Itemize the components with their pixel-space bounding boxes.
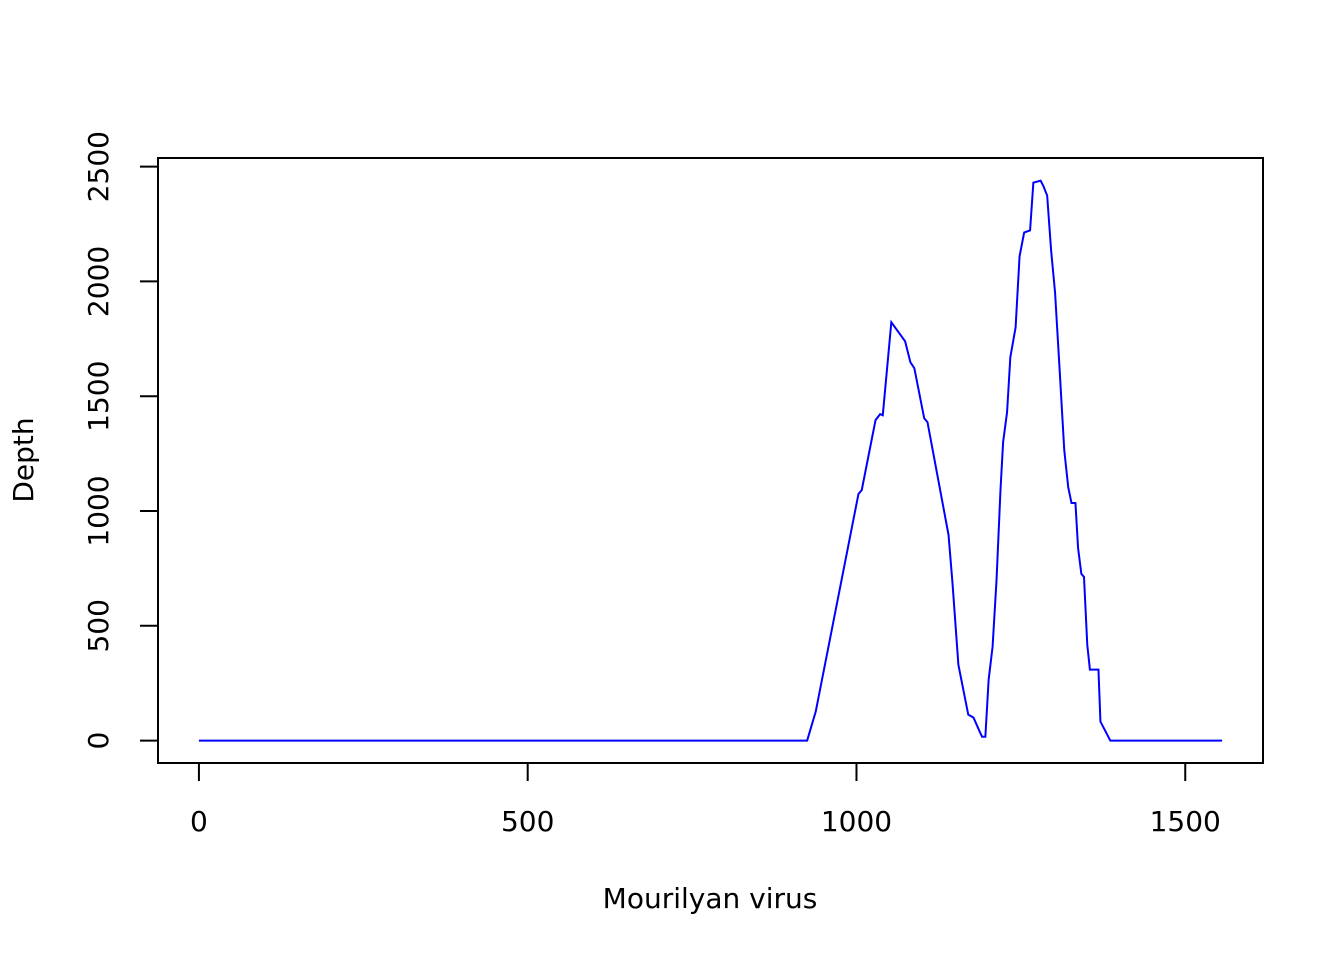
y-tick-label: 2000 <box>82 246 115 317</box>
y-tick-label: 1000 <box>82 475 115 546</box>
y-tick-label: 500 <box>82 599 115 652</box>
y-tick-label: 0 <box>82 732 115 750</box>
plot-frame <box>157 157 1264 764</box>
x-tick-label: 500 <box>501 805 554 838</box>
x-tick-label: 0 <box>190 805 208 838</box>
y-tick-label: 2500 <box>82 131 115 202</box>
x-tick-label: 1500 <box>1150 805 1221 838</box>
x-tick-label: 1000 <box>821 805 892 838</box>
y-tick-label: 1500 <box>82 361 115 432</box>
x-axis-label: Mourilyan virus <box>603 882 818 915</box>
data-line <box>198 179 1223 742</box>
y-axis-label: Depth <box>7 417 40 502</box>
